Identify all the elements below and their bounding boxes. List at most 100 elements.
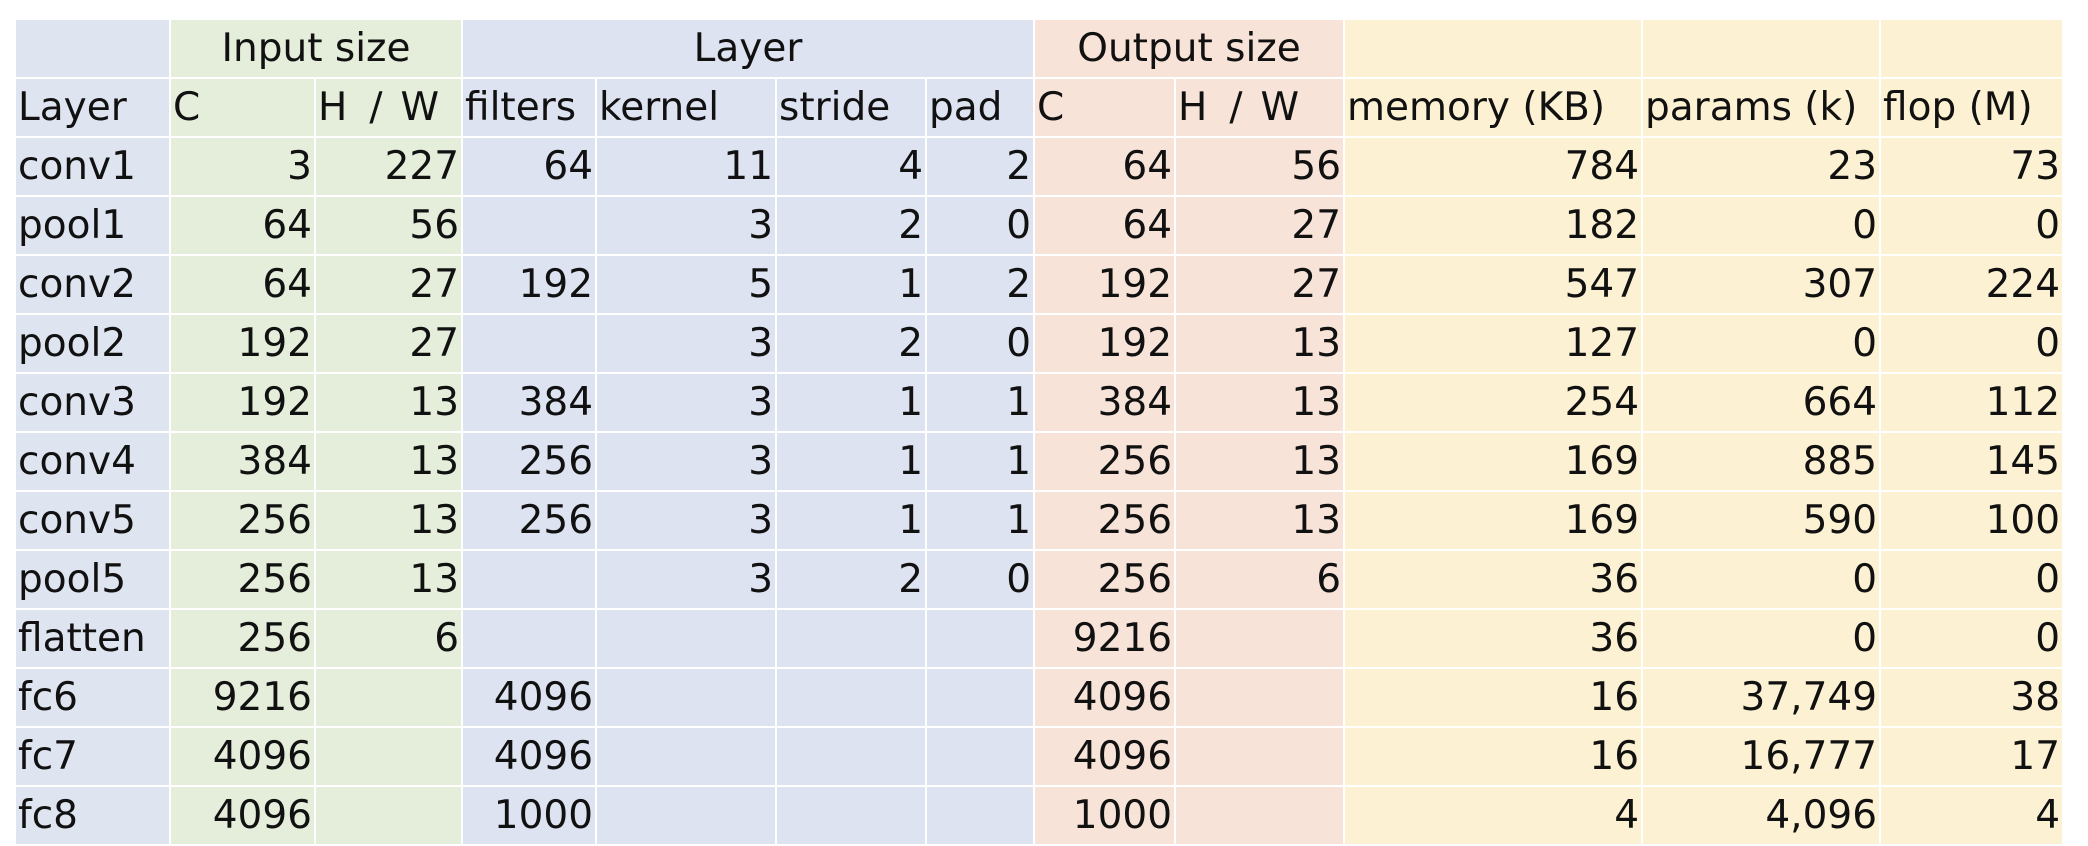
- cell-flop: 0: [1879, 195, 2065, 256]
- cell-input-c: 3: [169, 136, 316, 197]
- group-params-blank: [1641, 18, 1882, 79]
- cell-flop: 4: [1879, 785, 2065, 846]
- cell-input-hw: 13: [313, 549, 464, 610]
- cell-output-hw: 13: [1174, 313, 1346, 374]
- header-input-w: W: [400, 85, 440, 130]
- cell-params: 0: [1641, 313, 1882, 374]
- header-stride: stride: [775, 77, 928, 138]
- cell-input-hw: 27: [313, 313, 464, 374]
- cell-output-c: 64: [1033, 195, 1177, 256]
- cell-filters: 256: [461, 490, 598, 551]
- cell-params: 0: [1641, 608, 1882, 669]
- table-row: fc7 4096 4096 4096 16 16,777 17: [14, 726, 2065, 787]
- cell-pad: 1: [925, 372, 1036, 433]
- cell-pad: 1: [925, 431, 1036, 492]
- cell-output-c: 256: [1033, 490, 1177, 551]
- cell-memory: 784: [1343, 136, 1644, 197]
- cell-layer-name: fc8: [14, 785, 171, 846]
- cell-input-hw: 56: [313, 195, 464, 256]
- cell-params: 664: [1641, 372, 1882, 433]
- cell-memory: 4: [1343, 785, 1644, 846]
- table-row: conv3 192 13 384 3 1 1 384 13 254 664 112: [14, 372, 2065, 433]
- cell-kernel: 3: [595, 195, 778, 256]
- cell-kernel: 3: [595, 431, 778, 492]
- cell-input-c: 4096: [169, 726, 316, 787]
- group-input-size: Input size: [168, 18, 464, 79]
- cell-params: 23: [1641, 136, 1882, 197]
- cell-stride: 1: [775, 254, 928, 315]
- cell-filters: 256: [461, 431, 598, 492]
- cell-input-c: 256: [169, 490, 316, 551]
- cell-filters: 64: [461, 136, 598, 197]
- header-kernel: kernel: [595, 77, 778, 138]
- cell-memory: 16: [1343, 726, 1644, 787]
- cell-input-hw: 27: [313, 254, 464, 315]
- cell-stride: 1: [775, 372, 928, 433]
- cell-input-c: 64: [169, 254, 316, 315]
- cell-stride: 2: [775, 549, 928, 610]
- cell-kernel: [595, 726, 778, 787]
- cell-flop: 0: [1879, 549, 2065, 610]
- cell-stride: 2: [775, 313, 928, 374]
- cell-input-hw: [313, 785, 464, 846]
- cell-flop: 100: [1879, 490, 2065, 551]
- cell-output-c: 9216: [1033, 608, 1177, 669]
- cell-input-c: 256: [169, 608, 316, 669]
- cell-pad: 0: [925, 549, 1036, 610]
- cell-kernel: 3: [595, 313, 778, 374]
- cell-memory: 36: [1343, 608, 1644, 669]
- cell-memory: 16: [1343, 667, 1644, 728]
- table-row: conv2 64 27 192 5 1 2 192 27 547 307 224: [14, 254, 2065, 315]
- cell-output-hw: 56: [1174, 136, 1346, 197]
- group-header-row: Input size Layer Output size: [14, 18, 2065, 79]
- cell-params: 4,096: [1641, 785, 1882, 846]
- cell-layer-name: fc6: [14, 667, 171, 728]
- cell-flop: 145: [1879, 431, 2065, 492]
- cell-filters: 4096: [461, 667, 598, 728]
- header-input-c: C: [169, 77, 316, 138]
- cell-input-hw: 13: [313, 490, 464, 551]
- cell-kernel: 5: [595, 254, 778, 315]
- cell-stride: [775, 667, 928, 728]
- cell-layer-name: pool1: [14, 195, 171, 256]
- cell-kernel: 3: [595, 372, 778, 433]
- header-output-hw: H / W: [1174, 77, 1346, 138]
- cell-output-hw: [1174, 667, 1346, 728]
- cell-pad: [925, 608, 1036, 669]
- cell-kernel: 3: [595, 549, 778, 610]
- cell-params: 0: [1641, 549, 1882, 610]
- cell-flop: 0: [1879, 608, 2065, 669]
- header-input-slash: /: [369, 85, 383, 130]
- cell-input-hw: [313, 667, 464, 728]
- cell-input-hw: 6: [313, 608, 464, 669]
- corner-cell: [14, 18, 171, 79]
- cell-output-hw: 13: [1174, 431, 1346, 492]
- header-output-h: H: [1178, 85, 1208, 130]
- table-row: conv1 3 227 64 11 4 2 64 56 784 23 73: [14, 136, 2065, 197]
- cell-stride: 1: [775, 431, 928, 492]
- table-row: fc6 9216 4096 4096 16 37,749 38: [14, 667, 2065, 728]
- cell-input-hw: [313, 726, 464, 787]
- cell-filters: 192: [461, 254, 598, 315]
- cell-output-hw: 13: [1174, 372, 1346, 433]
- header-output-c: C: [1033, 77, 1177, 138]
- cell-filters: [461, 549, 598, 610]
- cell-params: 885: [1641, 431, 1882, 492]
- cell-filters: [461, 608, 598, 669]
- cell-filters: [461, 313, 598, 374]
- cell-layer-name: flatten: [14, 608, 171, 669]
- cell-params: 0: [1641, 195, 1882, 256]
- cell-output-c: 192: [1033, 254, 1177, 315]
- table-row: pool2 192 27 3 2 0 192 13 127 0 0: [14, 313, 2065, 374]
- cell-output-hw: [1174, 785, 1346, 846]
- cell-stride: [775, 608, 928, 669]
- cell-filters: 1000: [461, 785, 598, 846]
- cell-pad: 2: [925, 254, 1036, 315]
- header-filters: filters: [461, 77, 598, 138]
- table-row: conv4 384 13 256 3 1 1 256 13 169 885 145: [14, 431, 2065, 492]
- cell-stride: [775, 726, 928, 787]
- cell-output-hw: [1174, 726, 1346, 787]
- cell-flop: 112: [1879, 372, 2065, 433]
- cell-memory: 127: [1343, 313, 1644, 374]
- table-row: pool1 64 56 3 2 0 64 27 182 0 0: [14, 195, 2065, 256]
